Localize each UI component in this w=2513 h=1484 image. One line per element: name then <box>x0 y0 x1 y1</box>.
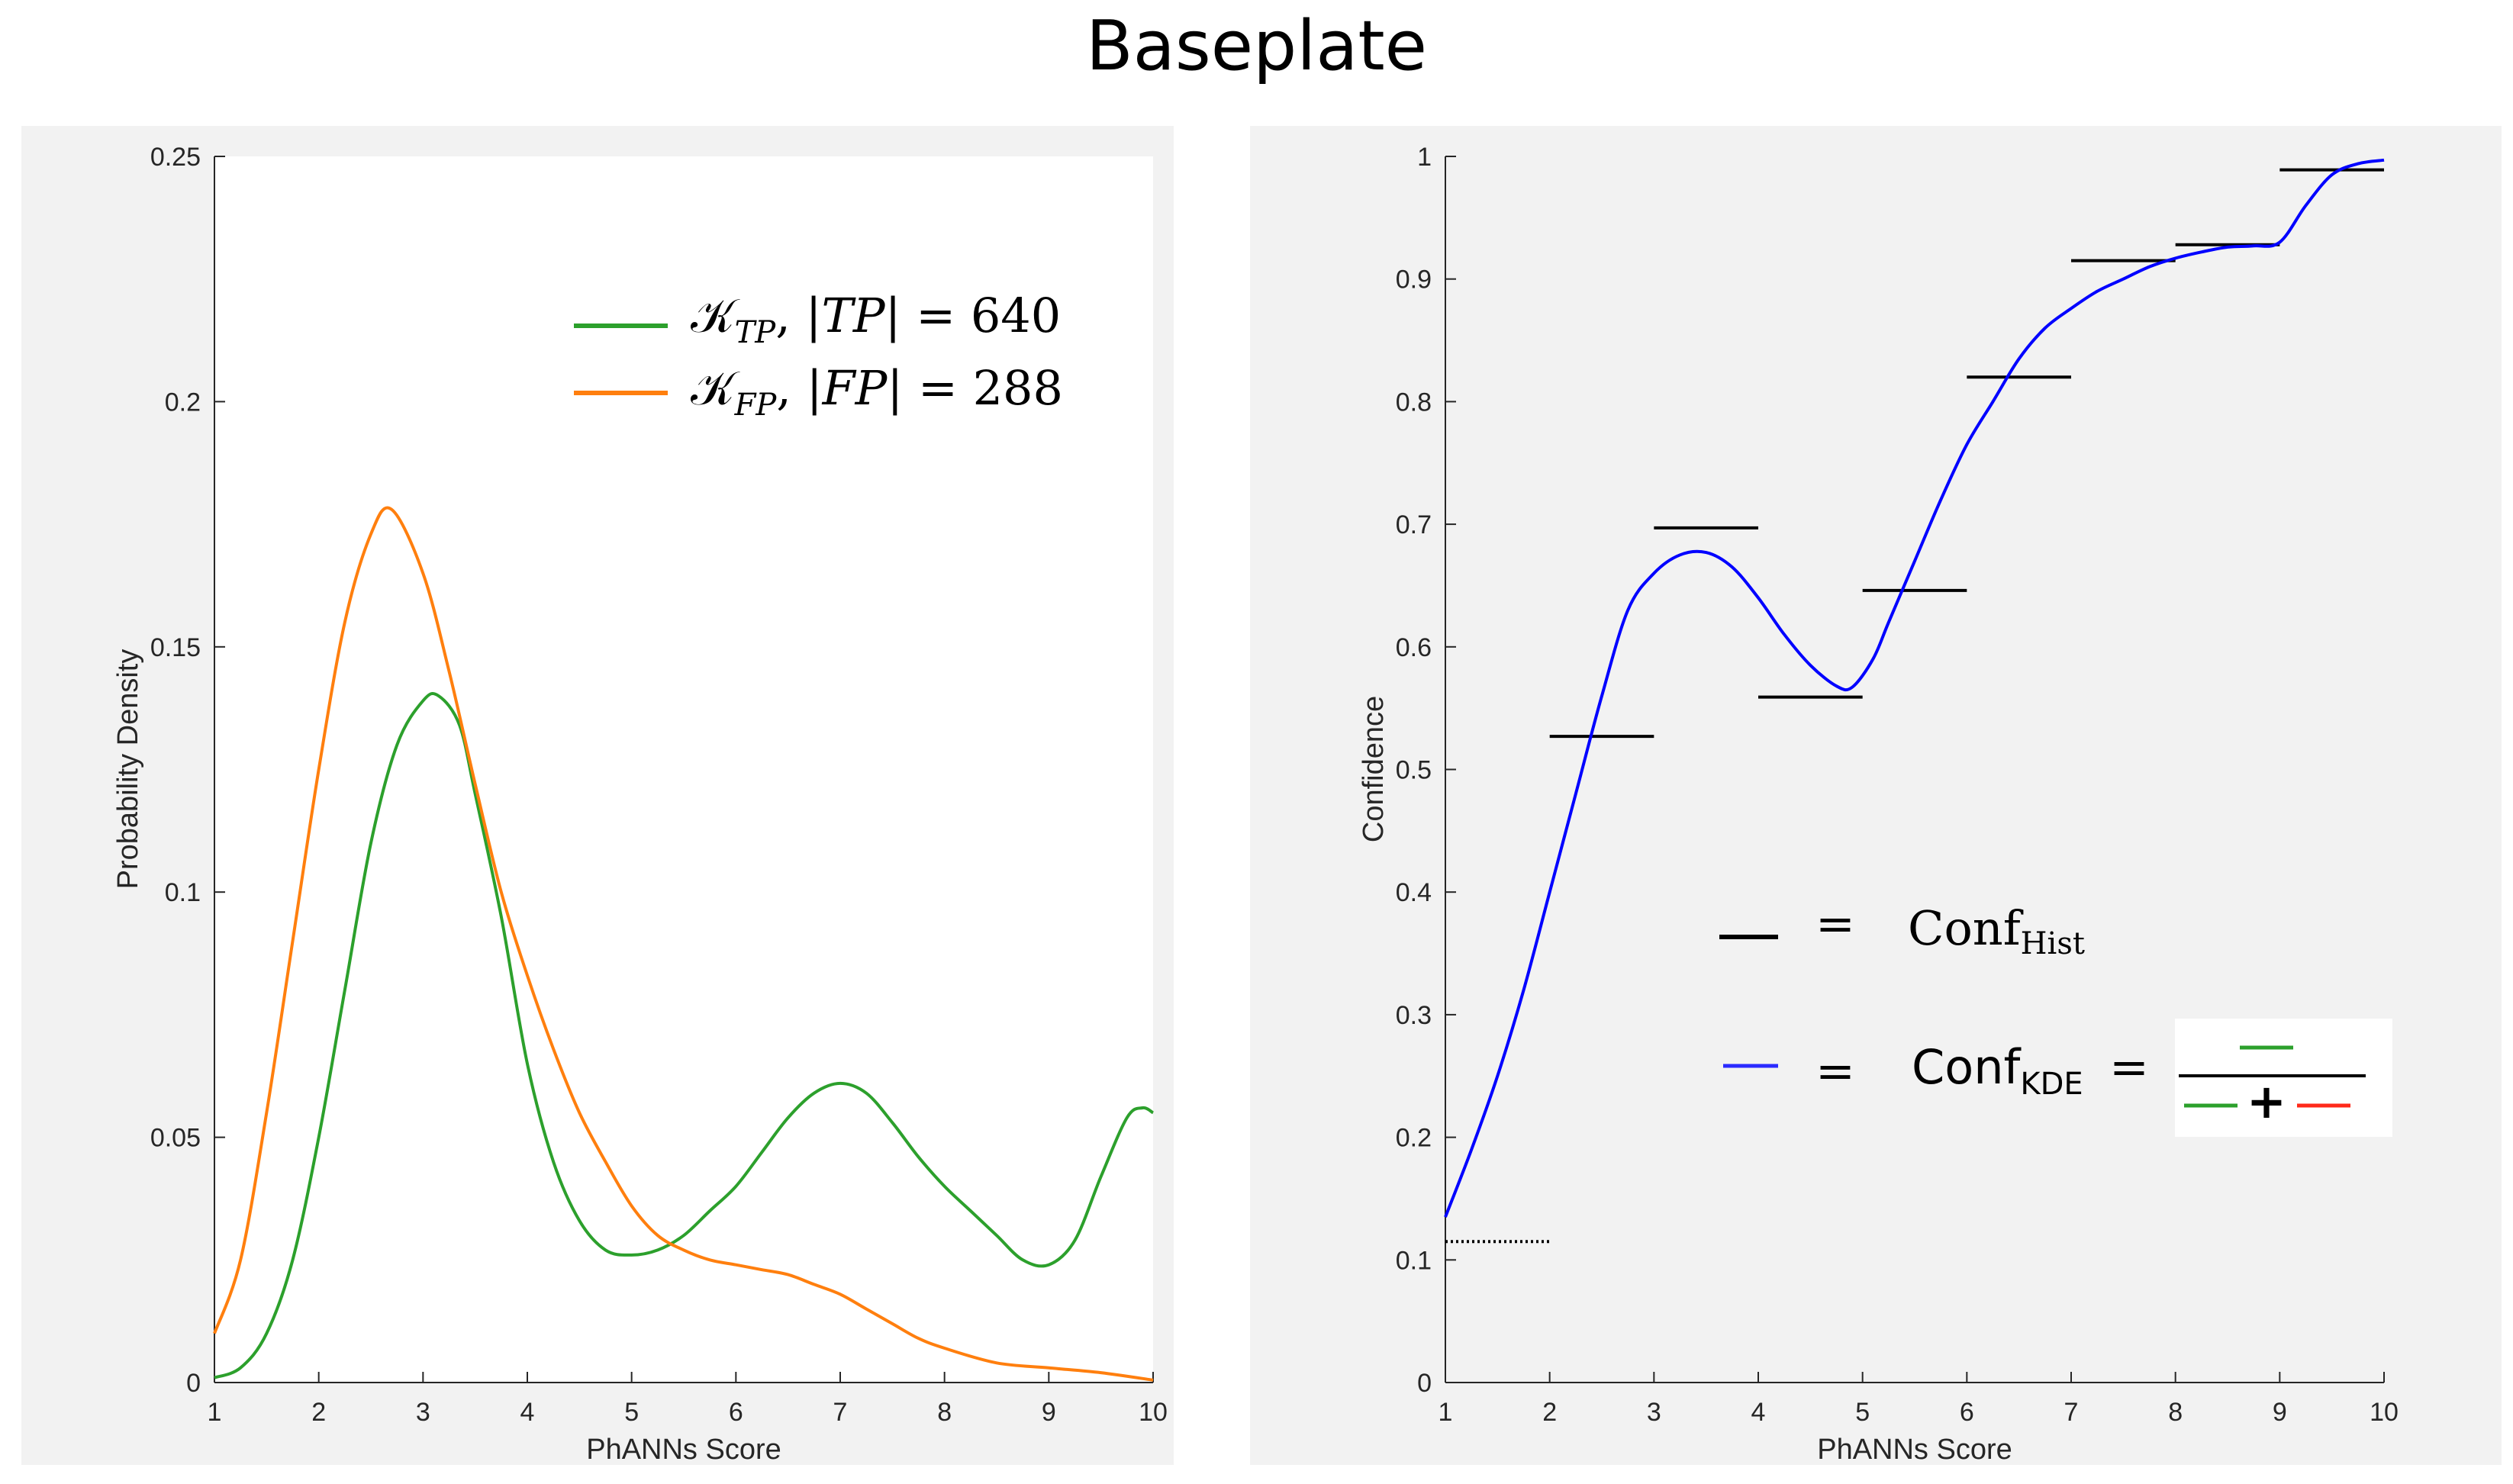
confidence-x-tick-label: 9 <box>2273 1398 2287 1427</box>
legend-tp-var: TP <box>822 288 886 343</box>
density-series-line-1 <box>214 691 1155 1379</box>
density-y-label: Probability Density <box>112 649 144 890</box>
confidence-y-tick-label: 0.9 <box>1396 266 1432 295</box>
confidence-y-tick-label: 0.4 <box>1396 878 1432 907</box>
confidence-y-tick-label: 0.3 <box>1396 1001 1432 1030</box>
legend-tp-subscript: TP <box>735 315 777 350</box>
density-y-tick-label: 0.15 <box>150 633 201 662</box>
density-x-tick-label: 4 <box>520 1398 535 1427</box>
density-y-tick-label: 0.25 <box>150 143 201 172</box>
confidence-y-tick-label: 0.6 <box>1396 633 1432 662</box>
density-y-tick-label: 0.1 <box>165 878 201 907</box>
confidence-legend-background <box>2175 1019 2392 1137</box>
confidence-y-label: Confidence <box>1358 696 1390 842</box>
confidence-y-tick-label: 1 <box>1417 143 1432 172</box>
confidence-x-tick-label: 1 <box>1439 1398 1453 1427</box>
legend-fp-k-symbol: 𝒦 <box>691 360 740 416</box>
density-y-tick-label: 0.2 <box>165 388 201 417</box>
confidence-chart: 1 2 3 4 5 6 7 8 9 10 0 0.1 0.2 0.3 0.4 0.5 0.6 0.7 0.8 0.9 1… <box>1358 143 2399 1466</box>
confidence-series-line-1 <box>1444 158 2385 1218</box>
density-x-label: PhANNs Score <box>586 1434 781 1466</box>
confidence-y-tick-label: 0.1 <box>1396 1246 1432 1275</box>
legend-kde-equals: = <box>1815 1043 1855 1099</box>
density-x-tick-label: 7 <box>833 1398 848 1427</box>
confidence-x-tick-label: 5 <box>1855 1398 1870 1427</box>
density-chart: 1 2 3 4 5 6 7 8 9 10 0 0.05 0.1 0.15 0.2 0.25 PhANNs Sc… <box>112 143 1168 1466</box>
density-x-tick-label: 5 <box>624 1398 639 1427</box>
density-legend: 𝒦TP, |TP| = 640 𝒦FP, |FP| = 288 <box>574 288 1063 423</box>
density-series-line-2 <box>213 506 1154 1382</box>
confidence-y-tick-label: 0.5 <box>1396 756 1432 785</box>
legend-kde-subscript: KDE <box>2020 1067 2083 1102</box>
density-x-tick-label: 1 <box>208 1398 222 1427</box>
legend-hist-label: ConfHist <box>1908 900 2085 961</box>
confidence-x-label: PhANNs Score <box>1817 1434 2012 1466</box>
confidence-y-tick-label: 0.2 <box>1396 1124 1432 1153</box>
legend-fp-count: | = 288 <box>887 360 1063 416</box>
confidence-x-tick-label: 8 <box>2168 1398 2183 1427</box>
legend-kde-conf: Conf <box>1912 1039 2022 1095</box>
confidence-x-tick-label: 10 <box>2370 1398 2399 1427</box>
legend-tp-count: | = 640 <box>885 288 1062 343</box>
density-plot-area <box>214 156 1153 1383</box>
legend-tp-k-symbol: 𝒦 <box>691 288 740 343</box>
confidence-x-tick-label: 6 <box>1960 1398 1974 1427</box>
density-x-tick-label: 6 <box>729 1398 743 1427</box>
legend-hist-subscript: Hist <box>2021 926 2085 961</box>
confidence-x-tick-label: 4 <box>1751 1398 1766 1427</box>
confidence-y-tick-label: 0 <box>1417 1369 1432 1398</box>
legend-tp-bar: | <box>806 288 822 343</box>
legend-fp-var: FP <box>822 360 888 416</box>
legend-kde-label: ConfKDE <box>1912 1039 2083 1102</box>
confidence-y-tick-label: 0.7 <box>1396 510 1432 539</box>
density-x-tick-label: 3 <box>416 1398 430 1427</box>
density-y-tick-label: 0 <box>186 1369 201 1398</box>
density-x-tick-label: 8 <box>937 1398 952 1427</box>
confidence-y-tick-label: 0.8 <box>1396 388 1432 417</box>
density-x-tick-label: 10 <box>1139 1398 1168 1427</box>
legend-fp-subscript: FP <box>734 388 778 423</box>
legend-kde-equals-2: = <box>2109 1039 2149 1095</box>
figure-title: Baseplate <box>1085 6 1428 86</box>
confidence-x-tick-label: 7 <box>2064 1398 2079 1427</box>
density-x-tick-label: 9 <box>1042 1398 1056 1427</box>
confidence-x-tick-label: 3 <box>1647 1398 1661 1427</box>
legend-fp-label: 𝒦FP, |FP| = 288 <box>691 360 1063 423</box>
confidence-legend: = ConfHist = ConfKDE = + <box>1719 896 2392 1137</box>
legend-hist-equals: = <box>1815 896 1855 951</box>
confidence-x-tick-label: 2 <box>1542 1398 1557 1427</box>
right-panel-background <box>1250 126 2502 1465</box>
density-y-tick-label: 0.05 <box>150 1124 201 1153</box>
legend-hist-conf: Conf <box>1908 900 2024 956</box>
legend-fraction-plus: + <box>2247 1074 2286 1129</box>
legend-tp-label: 𝒦TP, |TP| = 640 <box>691 288 1061 350</box>
density-x-tick-label: 2 <box>311 1398 326 1427</box>
legend-fp-bar: | <box>807 360 823 416</box>
